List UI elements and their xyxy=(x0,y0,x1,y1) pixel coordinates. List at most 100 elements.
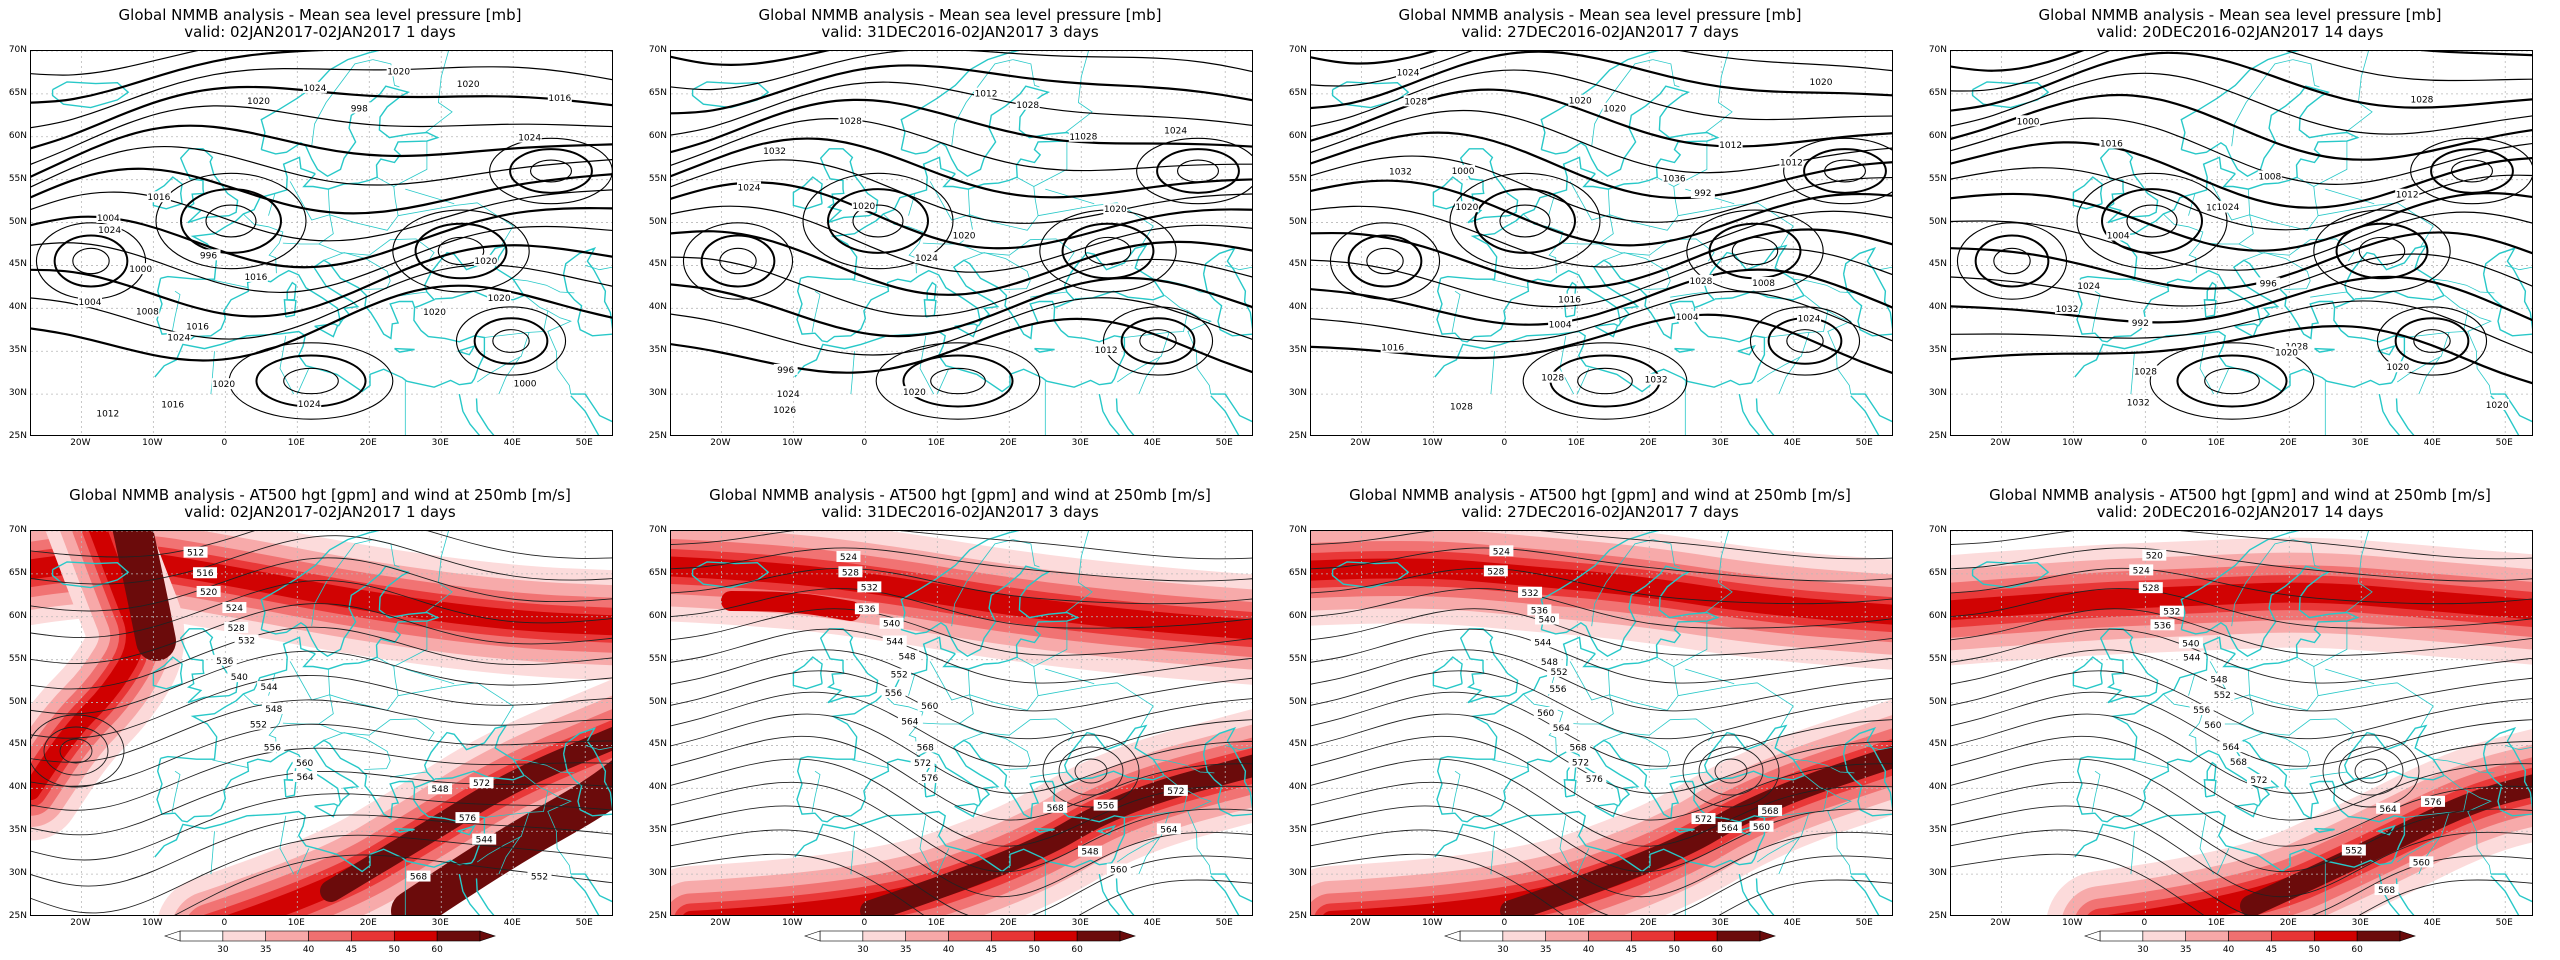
isoline-label: 560 xyxy=(921,702,938,712)
colorbar-tick-label: 45 xyxy=(1625,945,1638,955)
isoline-label-bg xyxy=(1535,613,1560,625)
isoline-label: 1012 xyxy=(1719,141,1742,151)
isoline-label: 552 xyxy=(250,721,267,731)
latitude-axis: 70N 65N 60N 55N 50N 45N 40N 35N 30N 25N xyxy=(1283,525,1309,921)
isoline-label-bg xyxy=(2133,365,2158,377)
longitude-tick-label: 20E xyxy=(2279,438,2297,448)
latitude-tick-label: 25N xyxy=(1288,911,1307,921)
isoline-label-bg xyxy=(1688,274,1713,286)
longitude-tick-label: 30E xyxy=(2351,438,2369,448)
isolines xyxy=(671,531,1252,915)
isoline-labels: 5205245285325365405445485525565605645685… xyxy=(2129,549,2446,896)
colorbar-tick-label: 40 xyxy=(2222,945,2235,955)
isoline-label: 1028 xyxy=(2134,367,2157,377)
isoline-label: 560 xyxy=(1110,866,1127,876)
isoline-label-bg xyxy=(1675,310,1700,322)
z500-panel: Global NMMB analysis - AT500 hgt [gpm] a… xyxy=(1920,480,2560,960)
map-background xyxy=(671,51,1252,435)
isoline-label: 1016 xyxy=(147,193,170,203)
isoline-label: 544 xyxy=(476,836,493,846)
panel-valid-period: valid: 20DEC2016-02JAN2017 14 days xyxy=(2096,503,2384,521)
isoline-label: 564 xyxy=(2222,743,2239,753)
isoline-label: 544 xyxy=(886,638,903,648)
isoline-label: 1024 xyxy=(167,334,190,344)
isoline-label: 524 xyxy=(226,604,243,614)
isoline-label: 1032 xyxy=(1389,168,1412,178)
isoline-label-bg xyxy=(1093,799,1118,811)
isoline-label: 516 xyxy=(196,569,213,579)
map-gridlines xyxy=(31,531,612,915)
isoline-label-bg xyxy=(2257,170,2282,182)
latitude-tick-label: 60N xyxy=(1928,610,1947,621)
isoline-label: 540 xyxy=(231,673,248,683)
longitude-axis: 20W 10W 0 10E 20E 30E 40E 50E xyxy=(1310,438,1893,452)
isoline-label-bg xyxy=(1396,66,1421,78)
isoline-label: 998 xyxy=(351,104,368,114)
isoline-label-bg xyxy=(2055,302,2080,314)
latitude-tick-label: 65N xyxy=(1928,567,1947,578)
longitude-tick-label: 50E xyxy=(1215,918,1233,928)
latitude-tick-label: 55N xyxy=(1928,173,1947,184)
isoline-label: 1024 xyxy=(2216,203,2239,213)
isoline-label: 1004 xyxy=(1549,320,1572,330)
latitude-tick-label: 35N xyxy=(1288,825,1307,836)
colorbar-tick-label: 45 xyxy=(2265,945,2278,955)
latitude-tick-label: 50N xyxy=(1288,696,1307,707)
latitude-tick-label: 30N xyxy=(1288,868,1307,879)
isoline-label-bg xyxy=(2421,795,2446,807)
isoline-label: 548 xyxy=(898,652,915,662)
colorbar-swatch xyxy=(393,930,438,942)
isolines xyxy=(1311,51,1892,420)
isoline-label: 536 xyxy=(2154,621,2171,631)
map-svg: 512 516 520 524 528 532 536 540 544 548 552 556 560 5… xyxy=(31,531,612,915)
latitude-tick-label: 70N xyxy=(648,525,667,535)
isoline-label-bg xyxy=(1566,741,1591,753)
longitude-tick-label: 40E xyxy=(2423,438,2441,448)
colorbar-tick-label: 60 xyxy=(1711,945,1723,955)
isoline-label-bg xyxy=(487,292,512,304)
map-svg: 1000 1004 1008 992 1004 1012 1016 1012 1016 1020 1… xyxy=(1311,51,1892,435)
isoline-label: 1000 xyxy=(129,265,152,275)
colorbar-swatch xyxy=(1631,930,1675,942)
isoline-label: 992 xyxy=(1694,189,1711,199)
longitude-tick-label: 50E xyxy=(2495,438,2513,448)
isoline-label: 1020 xyxy=(2386,363,2409,373)
isoline-label: 572 xyxy=(1572,759,1589,769)
longitude-tick-label: 20W xyxy=(70,918,91,928)
colorbar-swatch xyxy=(2271,930,2315,942)
isoline-label-bg xyxy=(1758,804,1783,816)
isoline-label: 1028 xyxy=(1541,374,1564,384)
isoline-label: 996 xyxy=(200,251,217,261)
colorbar-swatch xyxy=(2228,930,2272,942)
isoline-label: 1032 xyxy=(763,147,786,157)
longitude-tick-label: 10E xyxy=(927,438,945,448)
longitude-tick-label: 20E xyxy=(359,918,377,928)
isoline-label-bg xyxy=(2210,689,2235,701)
panel-valid-period: valid: 20DEC2016-02JAN2017 14 days xyxy=(2096,23,2384,41)
mslp-panel: Global NMMB analysis - Mean sea level pr… xyxy=(640,0,1280,480)
longitude-tick-label: 0 xyxy=(1501,438,1508,448)
isoline-label-bg xyxy=(1388,165,1413,177)
isoline-label: 548 xyxy=(2210,675,2227,685)
isoline-label-bg xyxy=(2409,93,2434,105)
isoline-label: 532 xyxy=(238,637,255,647)
colorbar-swatch xyxy=(991,930,1035,942)
longitude-tick-label: 40E xyxy=(2423,918,2441,928)
isoline-label-bg xyxy=(406,870,431,882)
longitude-tick-label: 20W xyxy=(1990,918,2011,928)
isoline-label-bg xyxy=(2106,229,2131,241)
isoline-label-bg xyxy=(234,634,259,646)
latitude-tick-label: 50N xyxy=(8,696,27,707)
longitude-tick-label: 10W xyxy=(1422,438,1443,448)
isoline-label-bg xyxy=(2256,277,2281,289)
isoline-labels: 1004 1000 996 998 1000 1016 1020 1016 1016 1008 10… xyxy=(78,65,572,419)
longitude-tick-label: 40E xyxy=(1783,438,1801,448)
isoline-label-bg xyxy=(517,131,542,143)
isoline-label-bg xyxy=(1717,822,1742,834)
isoline-label-bg xyxy=(261,702,286,714)
latitude-tick-label: 45N xyxy=(8,259,27,270)
latitude-tick-label: 50N xyxy=(1288,216,1307,227)
longitude-tick-label: 40E xyxy=(1783,918,1801,928)
isoline-label: 1004 xyxy=(2107,232,2130,242)
isoline-label: 528 xyxy=(1487,567,1504,577)
